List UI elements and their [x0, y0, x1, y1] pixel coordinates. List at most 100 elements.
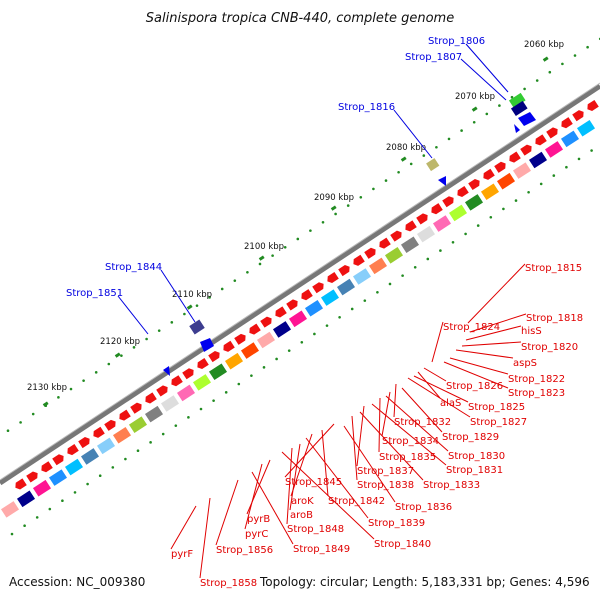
tick-label-2120: 2120 kbp — [100, 337, 140, 347]
label-strop-1820[interactable]: Strop_1820 — [521, 342, 578, 353]
label-strop-1806[interactable]: Strop_1806 — [428, 36, 485, 47]
tick-dot — [82, 379, 85, 382]
gene-arrow — [327, 271, 339, 284]
label-aroB[interactable]: aroB — [290, 510, 313, 521]
gene-arrow — [587, 99, 599, 112]
tick-label-2070: 2070 kbp — [455, 92, 495, 102]
label-strop-1829[interactable]: Strop_1829 — [442, 432, 499, 443]
label-strop-1826[interactable]: Strop_1826 — [446, 381, 503, 392]
gene-arrow — [286, 299, 298, 311]
tick-dot — [413, 265, 417, 269]
gene-feature[interactable] — [163, 366, 170, 376]
label-strop-1827[interactable]: Strop_1827 — [470, 417, 527, 428]
tick-dot — [35, 516, 39, 519]
leader-line — [170, 505, 197, 550]
label-hisS[interactable]: hisS — [521, 326, 542, 337]
label-strop-1830[interactable]: Strop_1830 — [448, 451, 505, 462]
gene-arrow — [494, 161, 506, 173]
label-strop-1845[interactable]: Strop_1845 — [285, 477, 342, 488]
tick-dot — [590, 149, 593, 152]
leader-line — [401, 387, 443, 433]
label-strop-1840[interactable]: Strop_1840 — [374, 539, 431, 550]
tick-dot — [287, 349, 291, 352]
label-strop-1824[interactable]: Strop_1824 — [443, 322, 500, 333]
gene-feature[interactable] — [438, 176, 446, 186]
gene-feature[interactable] — [508, 92, 526, 109]
label-strop-1839[interactable]: Strop_1839 — [368, 518, 425, 529]
gene-feature[interactable] — [510, 100, 528, 117]
gene-box — [368, 257, 388, 275]
gene-feature[interactable] — [426, 158, 440, 172]
gene-arrow — [78, 437, 90, 449]
tick-label-2080: 2080 kbp — [386, 143, 426, 153]
label-strop-1834[interactable]: Strop_1834 — [382, 436, 439, 447]
tick-dot — [187, 416, 190, 419]
label-strop-1807[interactable]: Strop_1807 — [405, 52, 462, 63]
label-strop-1832[interactable]: Strop_1832 — [394, 417, 451, 428]
gene-feature[interactable] — [514, 124, 520, 133]
gene-arrow — [67, 444, 79, 456]
label-strop-1858[interactable]: Strop_1858 — [200, 578, 257, 589]
tick-dot — [313, 332, 316, 336]
leader-line — [431, 321, 444, 363]
gene-arrow — [275, 306, 287, 318]
label-strop-1818[interactable]: Strop_1818 — [526, 313, 583, 324]
label-strop-1816[interactable]: Strop_1816 — [338, 102, 395, 113]
label-strop-1835[interactable]: Strop_1835 — [379, 452, 436, 463]
gene-feature[interactable] — [189, 319, 205, 335]
tick-dot — [485, 112, 489, 116]
label-pyrF[interactable]: pyrF — [171, 549, 193, 560]
gene-box — [512, 162, 532, 179]
tick-dot — [397, 170, 400, 174]
label-aroK[interactable]: aroK — [291, 496, 314, 507]
tick-dot — [552, 174, 556, 177]
label-strop-1825[interactable]: Strop_1825 — [468, 402, 525, 413]
gene-arrow — [390, 230, 402, 242]
gene-box — [560, 130, 580, 148]
label-aspS[interactable]: aspS — [513, 358, 537, 369]
tick-dot — [233, 279, 237, 282]
leader-line — [381, 391, 391, 437]
label-alaS[interactable]: alaS — [440, 398, 461, 409]
label-strop-1851[interactable]: Strop_1851 — [66, 288, 123, 299]
gene-arrow — [468, 178, 480, 191]
gene-arrow — [457, 185, 469, 198]
tick-dot — [174, 424, 178, 427]
gene-arrow — [223, 340, 235, 352]
leader-line — [393, 383, 397, 418]
label-strop-1848[interactable]: Strop_1848 — [287, 524, 344, 535]
tick-dot — [325, 324, 329, 327]
label-strop-1815[interactable]: Strop_1815 — [525, 263, 582, 274]
genome-backbone-highlight — [0, 82, 600, 481]
tick-dot — [275, 357, 278, 361]
label-pyrB[interactable]: pyrB — [247, 514, 270, 525]
gene-feature[interactable] — [518, 112, 536, 126]
label-strop-1842[interactable]: Strop_1842 — [328, 496, 385, 507]
gene-box — [16, 490, 36, 508]
label-strop-1856[interactable]: Strop_1856 — [216, 545, 273, 556]
label-strop-1831[interactable]: Strop_1831 — [446, 465, 503, 476]
label-strop-1823[interactable]: Strop_1823 — [508, 388, 565, 399]
tick-dot — [86, 482, 89, 486]
label-strop-1822[interactable]: Strop_1822 — [508, 374, 565, 385]
gene-box — [224, 352, 244, 370]
label-pyrC[interactable]: pyrC — [245, 529, 268, 540]
label-strop-1837[interactable]: Strop_1837 — [357, 466, 414, 477]
tick-dot — [510, 95, 514, 99]
label-leader-lines — [117, 43, 509, 335]
tick-dot — [220, 287, 224, 291]
label-strop-1838[interactable]: Strop_1838 — [357, 480, 414, 491]
gene-box — [128, 416, 148, 433]
gene-feature[interactable] — [200, 338, 214, 352]
genome-backbone — [0, 83, 600, 486]
gene-arrow — [156, 385, 168, 397]
tick-dot — [435, 145, 438, 149]
label-strop-1836[interactable]: Strop_1836 — [395, 502, 452, 513]
label-strop-1844[interactable]: Strop_1844 — [105, 262, 162, 273]
gene-arrow — [104, 419, 116, 431]
label-strop-1849[interactable]: Strop_1849 — [293, 544, 350, 555]
tick-label-2090: 2090 kbp — [314, 193, 354, 203]
label-strop-1833[interactable]: Strop_1833 — [423, 480, 480, 491]
tick-dot — [258, 262, 262, 266]
